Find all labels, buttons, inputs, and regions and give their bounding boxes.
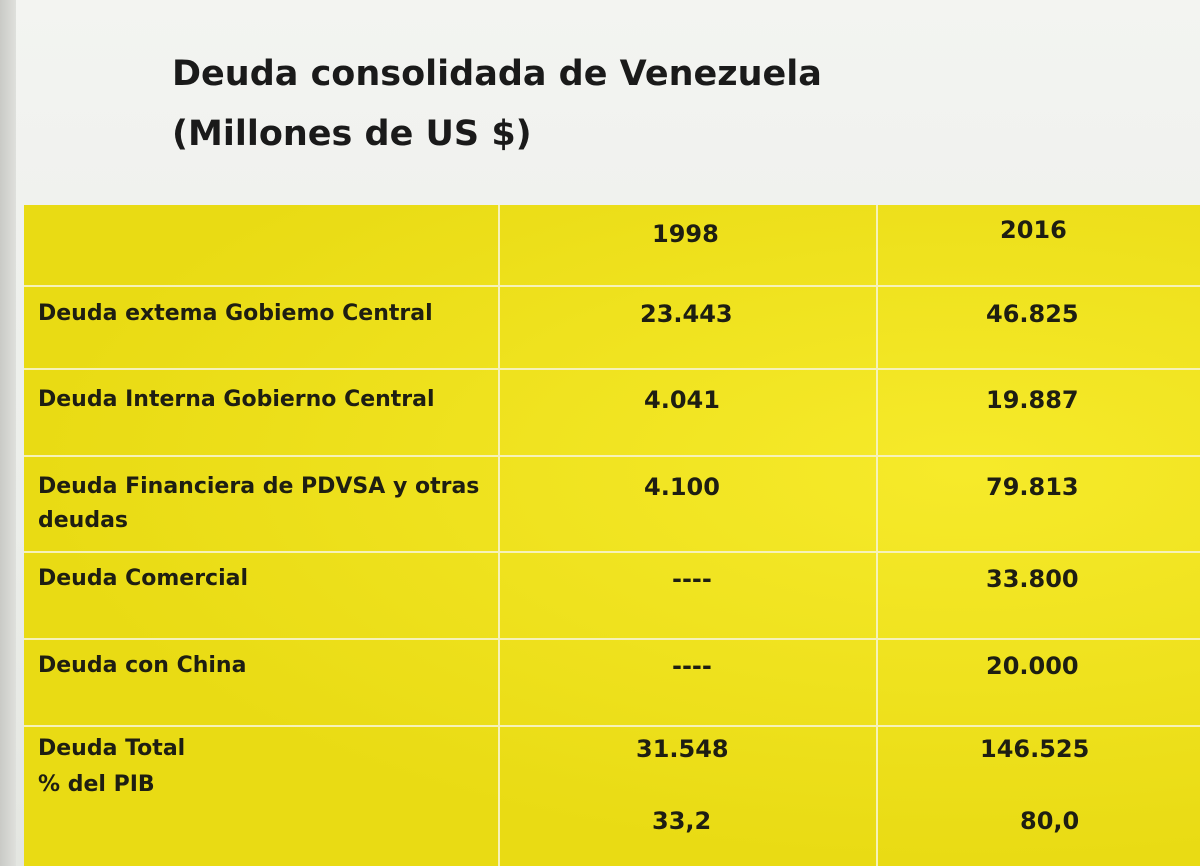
row-label: Deuda Comercial <box>38 566 249 591</box>
screen-left-edge <box>0 0 16 866</box>
value-2016: 79.813 <box>986 473 1079 501</box>
pct-gdp-1998: 33,2 <box>652 807 712 835</box>
value-1998: 4.041 <box>644 386 720 414</box>
row-label: Deuda Interna Gobierno Central <box>38 387 435 412</box>
value-2016: 46.825 <box>986 300 1079 328</box>
column-divider <box>876 205 878 866</box>
value-1998: ---- <box>672 652 712 680</box>
row-divider <box>24 368 1200 370</box>
header-2016: 2016 <box>1000 216 1067 244</box>
page-title: Deuda consolidada de Venezuela (Millones… <box>172 44 822 164</box>
value-2016: 20.000 <box>986 652 1079 680</box>
row-divider <box>24 638 1200 640</box>
row-divider <box>24 455 1200 457</box>
debt-table: 1998 2016 Deuda extema Gobiemo Central 2… <box>24 205 1200 866</box>
header-1998: 1998 <box>652 220 719 248</box>
row-label-line-1: Deuda Financiera de PDVSA y otras <box>38 474 480 499</box>
total-1998: 31.548 <box>636 735 729 763</box>
row-divider <box>24 725 1200 727</box>
title-line-2: (Millones de US $) <box>172 114 532 154</box>
pct-gdp-2016: 80,0 <box>1020 807 1080 835</box>
row-label: Deuda con China <box>38 653 247 678</box>
total-2016: 146.525 <box>980 735 1090 763</box>
value-1998: 23.443 <box>640 300 733 328</box>
row-label-line-2: deudas <box>38 508 129 533</box>
row-label: Deuda extema Gobiemo Central <box>38 301 433 326</box>
row-divider <box>24 285 1200 287</box>
value-1998: 4.100 <box>644 473 720 501</box>
row-label-line-1: Deuda Total <box>38 736 186 761</box>
title-line-1: Deuda consolidada de Venezuela <box>172 54 822 94</box>
column-divider <box>498 205 500 866</box>
row-divider <box>24 551 1200 553</box>
value-1998: ---- <box>672 565 712 593</box>
value-2016: 33.800 <box>986 565 1079 593</box>
value-2016: 19.887 <box>986 386 1079 414</box>
row-label-line-2: % del PIB <box>38 772 155 797</box>
